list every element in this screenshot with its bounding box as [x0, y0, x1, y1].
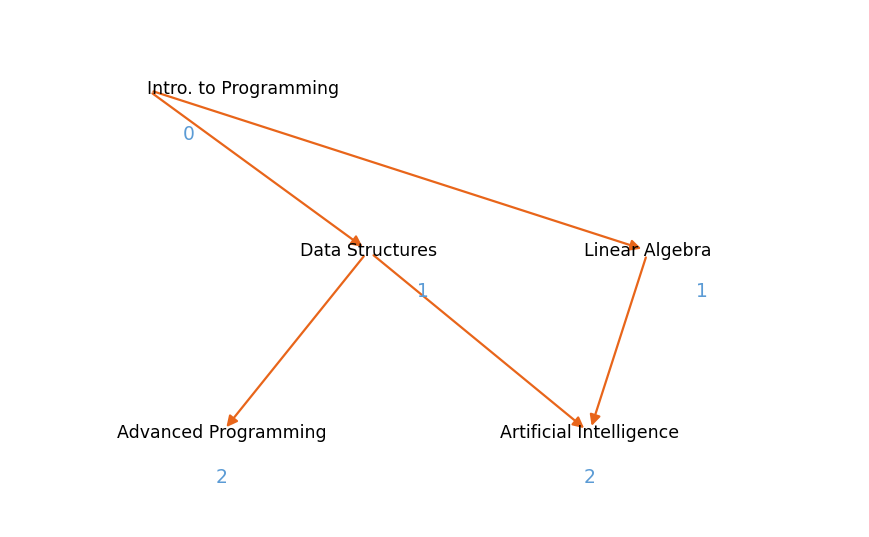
Text: Linear Algebra: Linear Algebra	[584, 242, 711, 260]
Text: Intro. to Programming: Intro. to Programming	[147, 81, 339, 98]
Text: Artificial Intelligence: Artificial Intelligence	[500, 424, 679, 441]
Text: 1: 1	[695, 282, 707, 301]
Text: Data Structures: Data Structures	[299, 242, 436, 260]
Text: 2: 2	[583, 468, 594, 488]
Text: 1: 1	[416, 282, 428, 301]
Text: Advanced Programming: Advanced Programming	[117, 424, 327, 441]
Text: 0: 0	[182, 125, 195, 144]
Text: 2: 2	[216, 468, 228, 488]
